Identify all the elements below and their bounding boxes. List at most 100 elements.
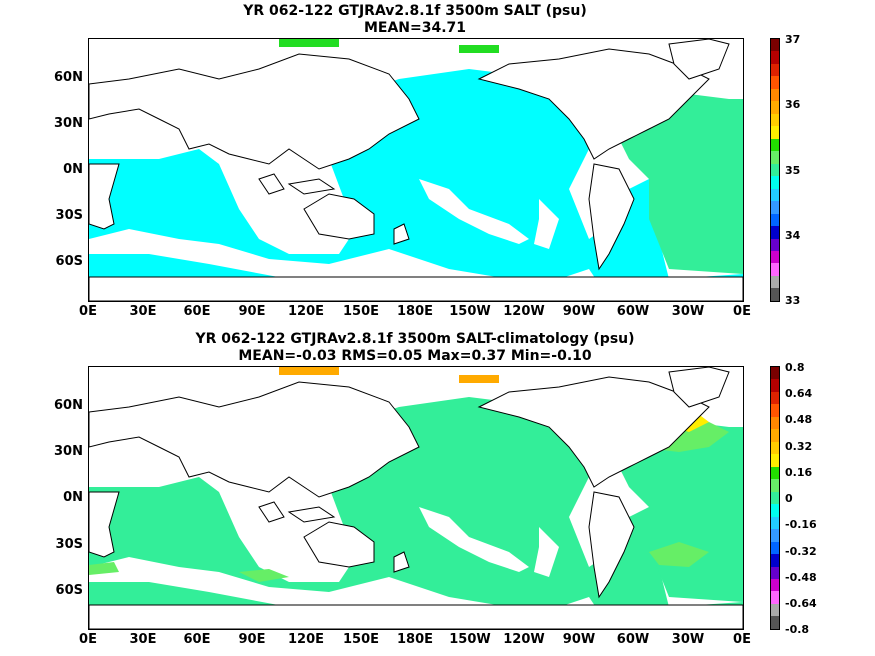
p1-lon-label: 60E [183,304,211,319]
colorbar-swatch [771,250,779,264]
colorbar-swatch [771,466,779,480]
p2-colorbar-label: -0.16 [785,518,817,531]
p2-lon-label: 90E [238,632,266,647]
p1-lat-label: 0N [63,162,83,177]
p1-lon-label: 90E [238,304,266,319]
p2-lon-label: 150W [449,632,491,647]
colorbar-swatch [771,176,779,189]
colorbar-swatch [771,201,779,214]
p1-colorbar-label: 37 [785,33,801,46]
p1-colorbar-label: 36 [785,98,801,111]
p2-lat-label: 60N [54,398,83,413]
colorbar-swatch [771,263,779,276]
p1-lon-label: 90W [562,304,596,319]
colorbar-swatch [771,516,779,530]
p2-lat-label: 60S [55,583,83,598]
p2-lon-label: 90W [562,632,596,647]
colorbar-swatch [771,367,779,380]
colorbar-swatch [771,126,779,139]
p2-colorbar-label: 0.64 [785,387,813,400]
colorbar-swatch [771,51,779,64]
colorbar-swatch [771,379,779,392]
colorbar-swatch [771,101,779,114]
colorbar-swatch [771,238,779,251]
colorbar-swatch [771,76,779,89]
panel1-map [88,38,744,302]
p2-colorbar-label: -0.64 [785,597,817,610]
colorbar-swatch [771,63,779,77]
colorbar-swatch [771,226,779,239]
p2-lon-label: 0E [733,632,751,647]
panel2-title: YR 062-122 GTJRAv2.8.1f 3500m SALT-clima… [195,331,635,347]
p2-colorbar-label: 0 [785,492,793,505]
p1-colorbar-label: 35 [785,164,801,177]
p2-lon-label: 120W [503,632,545,647]
p2-lon-label: 30W [671,632,705,647]
p1-lat-label: 60S [55,254,83,269]
p2-lon-label: 180E [396,632,434,647]
colorbar-swatch [771,504,779,517]
p2-lon-label: 0E [79,632,97,647]
colorbar-swatch [771,554,779,567]
colorbar-swatch [771,88,779,102]
p1-lat-label: 60N [54,70,83,85]
p1-lon-label: 60W [616,304,650,319]
p2-lon-label: 150E [342,632,380,647]
p2-colorbar-label: -0.48 [785,571,817,584]
colorbar-swatch [771,566,779,579]
colorbar-swatch [771,404,779,417]
panel1-map-svg [89,39,743,301]
panel2-map [88,366,744,630]
p1-lon-label: 150E [342,304,380,319]
colorbar-swatch [771,391,779,405]
colorbar-swatch [771,39,779,52]
p1-colorbar-label: 33 [785,294,801,307]
p1-lat-label: 30N [54,116,83,131]
colorbar-swatch [771,138,779,152]
panel1-colorbar [770,38,780,302]
p1-colorbar-label: 34 [785,229,801,242]
panel1-subtitle: MEAN=34.71 [363,20,467,36]
p2-colorbar-label: -0.8 [785,623,810,636]
p2-lon-label: 60E [183,632,211,647]
colorbar-swatch [771,578,779,592]
p2-lat-label: 30N [54,444,83,459]
p2-colorbar-label: -0.32 [785,545,817,558]
panel2-subtitle: MEAN=-0.03 RMS=0.05 Max=0.37 Min=-0.10 [238,348,592,364]
p2-lon-label: 60W [616,632,650,647]
atlantic-field [609,94,743,274]
p2-lon-label: 30E [129,632,157,647]
p1-lon-label: 30W [671,304,705,319]
p1-lon-label: 120W [503,304,545,319]
colorbar-swatch [771,591,779,604]
p1-lon-label: 180E [396,304,434,319]
p2-lat-label: 30S [55,537,83,552]
colorbar-swatch [771,275,779,289]
p1-lon-label: 120E [287,304,325,319]
p2-lon-label: 120E [287,632,325,647]
colorbar-swatch [771,416,779,430]
colorbar-swatch [771,113,779,127]
p2-colorbar-label: 0.32 [785,440,813,453]
colorbar-swatch [771,441,779,455]
p2-colorbar-label: 0.8 [785,361,805,374]
colorbar-swatch [771,151,779,164]
colorbar-swatch [771,288,779,301]
colorbar-swatch [771,188,779,202]
colorbar-swatch [771,529,779,542]
panel1-title: YR 062-122 GTJRAv2.8.1f 3500m SALT (psu) [243,3,587,19]
colorbar-swatch [771,429,779,442]
colorbar-swatch [771,479,779,492]
colorbar-swatch [771,213,779,227]
colorbar-swatch [771,454,779,467]
colorbar-swatch [771,603,779,617]
p1-lon-label: 0E [733,304,751,319]
panel2-map-svg [89,367,743,629]
colorbar-swatch [771,163,779,177]
p2-lat-label: 0N [63,490,83,505]
p1-lat-label: 30S [55,208,83,223]
panel2-colorbar [770,366,780,630]
p1-lon-label: 150W [449,304,491,319]
colorbar-swatch [771,541,779,555]
colorbar-swatch [771,491,779,505]
